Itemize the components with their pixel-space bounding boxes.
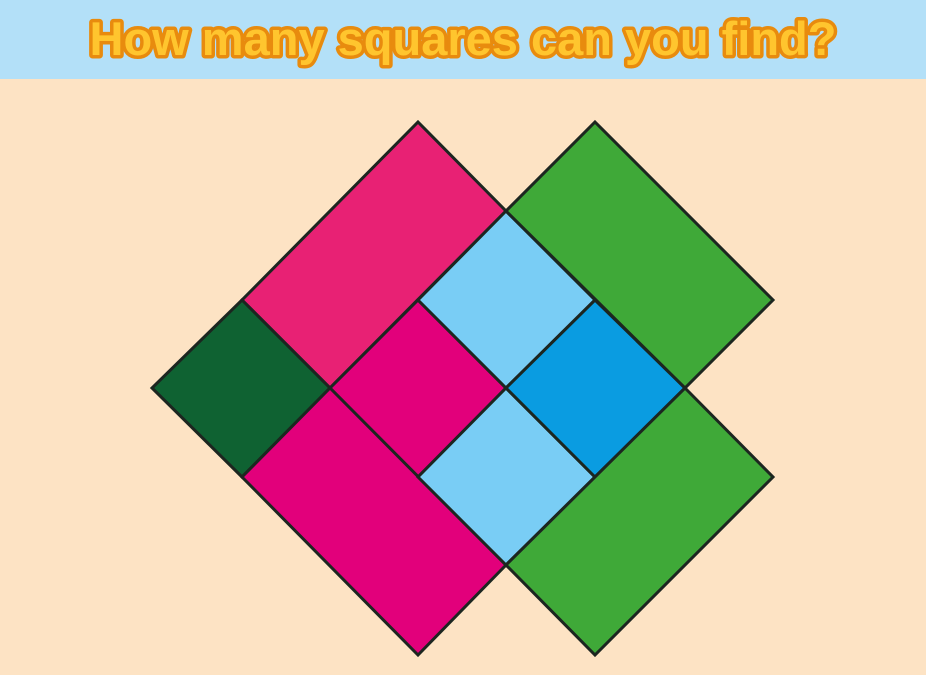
title-banner <box>0 0 926 79</box>
page-title: How many squares can you find? <box>90 12 837 65</box>
green-rectangle-bottom <box>503 385 776 658</box>
title-graphic: How many squares can you find? <box>86 9 840 69</box>
